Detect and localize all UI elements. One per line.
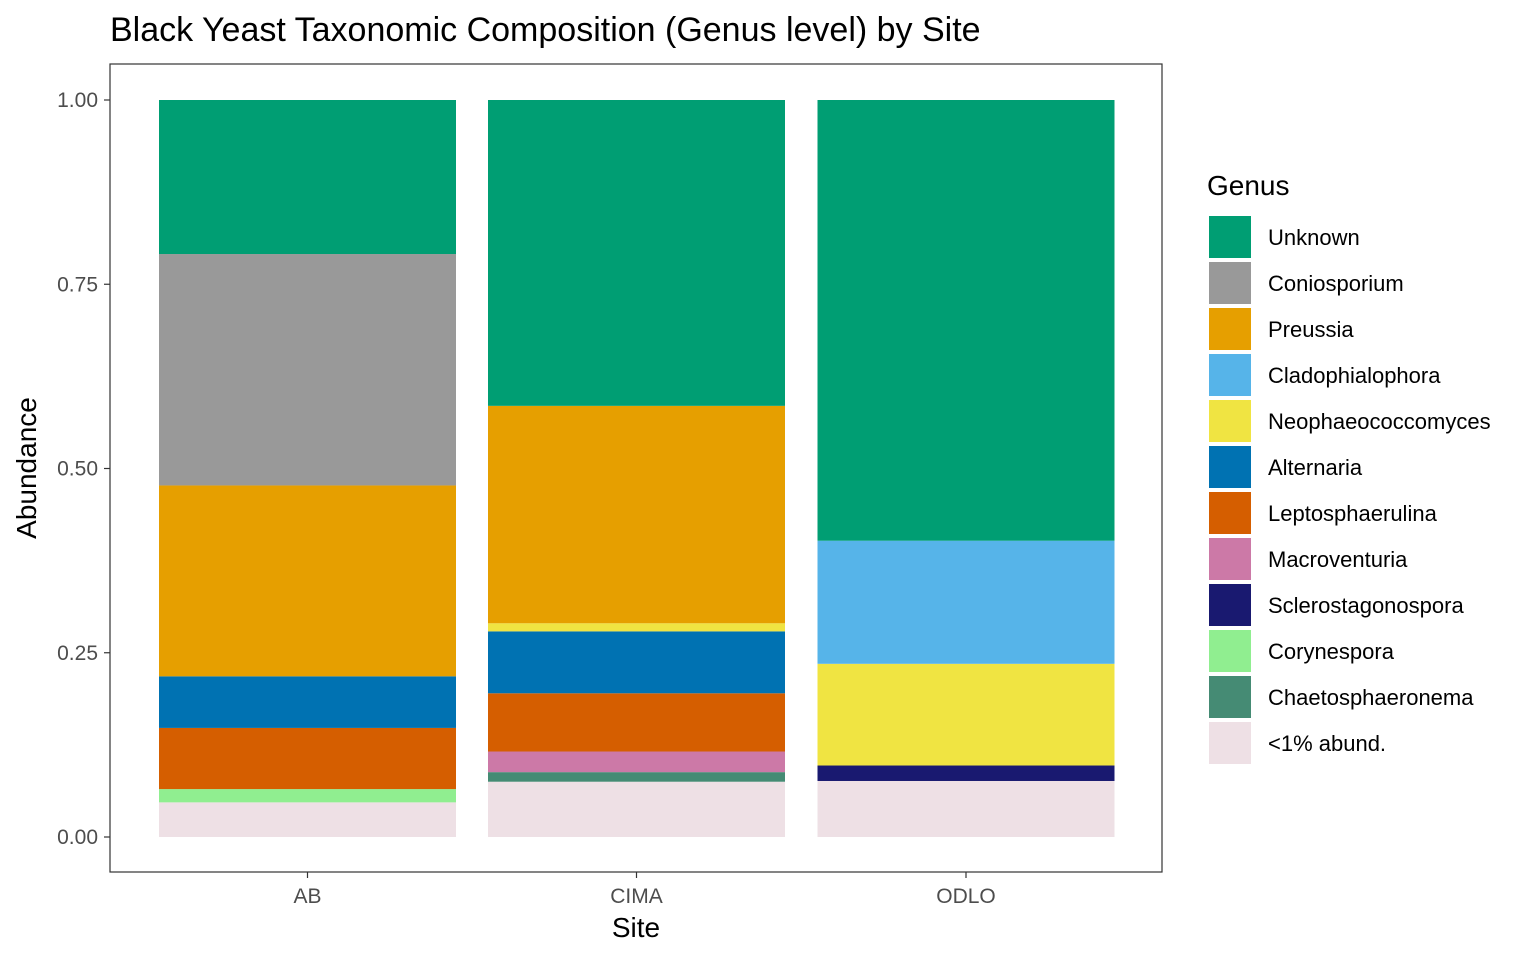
bars-group — [159, 100, 1115, 837]
legend-label: Neophaeococcomyces — [1268, 409, 1491, 434]
legend-label: Alternaria — [1268, 455, 1363, 480]
legend-label: Leptosphaerulina — [1268, 501, 1438, 526]
bar-segment-ab-1-abund — [159, 802, 456, 837]
y-tick-label: 0.25 — [57, 642, 98, 665]
x-axis: AB CIMA ODLO — [293, 872, 996, 908]
y-tick-label: 0.50 — [57, 458, 98, 481]
bar-segment-ab-corynespora — [159, 789, 456, 803]
legend-label: Corynespora — [1268, 639, 1395, 664]
legend-label: Coniosporium — [1268, 271, 1404, 296]
bar-segment-odlo-1-abund — [817, 780, 1115, 837]
y-axis: 0.00 0.25 0.50 0.75 1.00 — [57, 89, 110, 849]
bar-segment-odlo-sclerostagonospora — [817, 765, 1115, 781]
legend-key — [1209, 630, 1251, 672]
bar-segment-odlo-cladophialophora — [817, 540, 1115, 664]
y-tick-label: 0.75 — [57, 273, 98, 296]
bar-segment-cima-unknown — [488, 100, 785, 406]
legend-label: Cladophialophora — [1268, 363, 1441, 388]
x-tick-label: CIMA — [610, 885, 663, 908]
legend: Unknown Coniosporium Preussia Cladophialoph… — [1209, 216, 1491, 764]
chart-title: Black Yeast Taxonomic Composition (Genus… — [110, 11, 981, 49]
legend-key — [1209, 676, 1251, 718]
bar-segment-ab-preussia — [159, 485, 456, 677]
y-tick-label: 0.00 — [57, 826, 98, 849]
legend-key — [1209, 538, 1251, 580]
legend-key — [1209, 216, 1251, 258]
legend-key — [1209, 400, 1251, 442]
legend-label: <1% abund. — [1268, 731, 1386, 756]
legend-key — [1209, 446, 1251, 488]
x-tick-label: ODLO — [936, 885, 996, 908]
bar-segment-cima-leptosphaerulina — [488, 693, 785, 752]
bar-segment-cima-1-abund — [488, 781, 785, 837]
y-axis-title: Abundance — [11, 397, 42, 539]
x-tick-label: AB — [293, 885, 321, 908]
bar-segment-ab-unknown — [159, 100, 456, 255]
y-tick-label: 1.00 — [57, 89, 98, 112]
legend-label: Chaetosphaeronema — [1268, 685, 1474, 710]
bar-segment-odlo-neophaeococcomyces — [817, 663, 1115, 766]
legend-label: Macroventuria — [1268, 547, 1408, 572]
legend-label: Preussia — [1268, 317, 1354, 342]
bar-segment-cima-chaetosphaeronema — [488, 772, 785, 782]
bar-segment-odlo-unknown — [817, 100, 1115, 541]
legend-label: Unknown — [1268, 225, 1360, 250]
x-axis-title: Site — [612, 912, 660, 943]
bar-segment-cima-macroventuria — [488, 751, 785, 773]
legend-key — [1209, 492, 1251, 534]
legend-key — [1209, 722, 1251, 764]
legend-label: Sclerostagonospora — [1268, 593, 1464, 618]
bar-segment-ab-alternaria — [159, 676, 456, 728]
bar-segment-cima-preussia — [488, 405, 785, 624]
legend-key — [1209, 584, 1251, 626]
legend-key — [1209, 354, 1251, 396]
bar-segment-cima-neophaeococcomyces — [488, 623, 785, 632]
legend-key — [1209, 308, 1251, 350]
legend-key — [1209, 262, 1251, 304]
legend-title: Genus — [1207, 170, 1290, 201]
bar-segment-cima-alternaria — [488, 631, 785, 694]
bar-segment-ab-coniosporium — [159, 254, 456, 486]
bar-segment-ab-leptosphaerulina — [159, 727, 456, 790]
